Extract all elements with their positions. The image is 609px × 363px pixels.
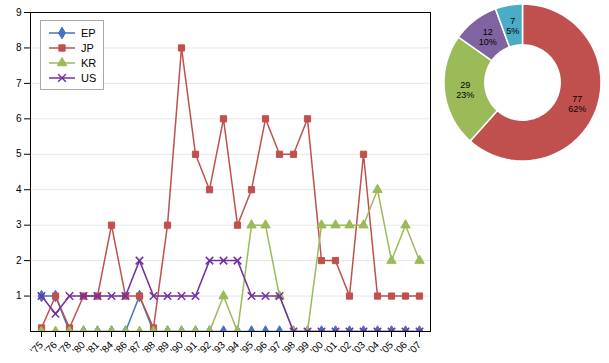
svg-text:'75: '75: [28, 339, 46, 357]
svg-text:'00: '00: [308, 339, 326, 357]
svg-text:'05: '05: [378, 339, 396, 357]
svg-text:'86: '86: [112, 339, 130, 357]
svg-text:7: 7: [16, 78, 22, 89]
svg-text:'96: '96: [252, 339, 270, 357]
svg-text:6: 6: [16, 113, 22, 124]
svg-text:75%: 75%: [506, 16, 519, 36]
svg-text:'84: '84: [98, 339, 116, 357]
svg-text:'80: '80: [70, 339, 88, 357]
svg-text:1210%: 1210%: [479, 27, 497, 47]
svg-text:'87: '87: [126, 339, 144, 357]
svg-text:4: 4: [16, 184, 22, 195]
svg-text:'92: '92: [196, 339, 214, 357]
svg-text:3: 3: [16, 219, 22, 230]
svg-text:'01: '01: [322, 339, 340, 357]
svg-text:'04: '04: [364, 339, 382, 357]
svg-text:'06: '06: [392, 339, 410, 357]
svg-text:'97: '97: [266, 339, 284, 357]
svg-text:'89: '89: [154, 339, 172, 357]
svg-text:'81: '81: [84, 339, 102, 357]
html-text:KR: KR: [81, 56, 97, 69]
html-text:US: US: [81, 71, 97, 84]
svg-text:'98: '98: [280, 339, 298, 357]
svg-text:'02: '02: [336, 339, 354, 357]
svg-text:'91: '91: [182, 339, 200, 357]
svg-text:'90: '90: [168, 339, 186, 357]
svg-text:5: 5: [16, 148, 22, 159]
svg-text:'78: '78: [56, 339, 74, 357]
svg-text:'95: '95: [238, 339, 256, 357]
svg-text:'99: '99: [294, 339, 312, 357]
svg-text:'93: '93: [210, 339, 228, 357]
svg-text:2923%: 2923%: [456, 80, 474, 100]
svg-text:'94: '94: [224, 339, 242, 357]
html-text:JP: JP: [81, 41, 94, 54]
svg-text:'07: '07: [406, 339, 423, 356]
svg-text:7762%: 7762%: [568, 94, 586, 114]
svg-text:1: 1: [16, 290, 22, 301]
svg-text:'76: '76: [42, 339, 60, 357]
html-text:EP: EP: [81, 26, 96, 39]
svg-text:9: 9: [16, 7, 22, 18]
svg-text:2: 2: [16, 255, 22, 266]
svg-text:8: 8: [16, 42, 22, 53]
svg-text:'88: '88: [140, 339, 158, 357]
svg-text:'03: '03: [350, 339, 368, 357]
